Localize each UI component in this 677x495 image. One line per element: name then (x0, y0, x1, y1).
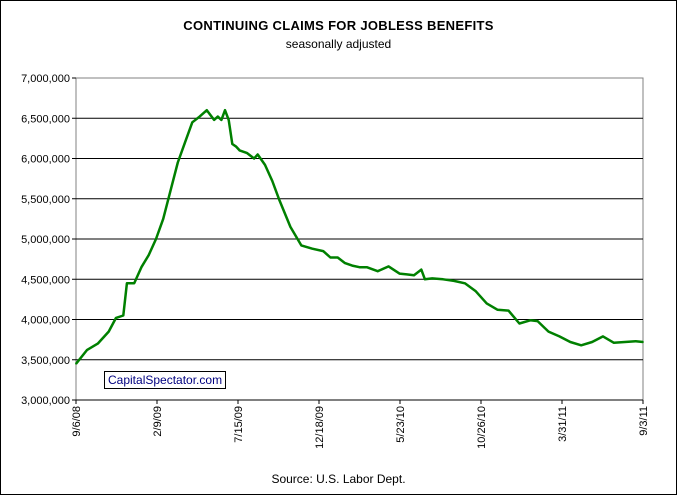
chart-subtitle: seasonally adjusted (285, 37, 392, 51)
y-tick-label: 7,000,000 (21, 73, 70, 85)
data-point (238, 149, 241, 152)
data-point (235, 145, 237, 148)
y-tick-label: 6,500,000 (21, 113, 70, 125)
data-point (496, 308, 499, 311)
data-point (547, 330, 550, 333)
data-point (75, 362, 77, 365)
data-point (351, 264, 354, 267)
data-point (376, 270, 379, 273)
data-point (413, 274, 415, 277)
data-point (365, 266, 368, 269)
data-point (256, 153, 259, 156)
y-tick-label: 4,000,000 (21, 315, 70, 327)
data-point (634, 340, 637, 343)
data-point (231, 143, 234, 145)
data-point (205, 109, 208, 112)
data-point (162, 217, 165, 220)
x-tick-label: 12/18/09 (314, 406, 326, 449)
data-point (224, 109, 226, 112)
x-tick-label: 3/31/11 (557, 406, 569, 442)
y-axis: 3,000,000 3,500,000 4,000,000 4,500,000 5,00… (21, 73, 76, 407)
y-tick-label: 6,000,000 (21, 154, 70, 166)
grid-lines (76, 117, 643, 361)
data-point (140, 266, 143, 269)
x-tick-label: 10/26/10 (476, 406, 488, 449)
data-point (464, 282, 466, 285)
data-point (580, 344, 583, 347)
y-tick-label: 4,500,000 (21, 274, 70, 286)
data-point (213, 118, 216, 121)
data-point (431, 277, 434, 280)
data-point (176, 161, 179, 164)
data-point (529, 319, 532, 322)
data-point (336, 256, 339, 259)
x-tick-label: 9/6/08 (71, 406, 83, 437)
data-point (147, 254, 150, 256)
data-point (485, 302, 488, 305)
data-point (642, 341, 644, 343)
data-point (387, 265, 390, 268)
data-point (420, 268, 423, 271)
data-point (107, 330, 110, 333)
data-point (518, 322, 521, 325)
data-point (198, 115, 201, 118)
data-point (405, 273, 408, 276)
data-point (453, 279, 455, 282)
data-point (96, 342, 99, 345)
data-point (271, 180, 274, 182)
data-point (220, 118, 223, 121)
y-tick-label: 5,000,000 (21, 234, 70, 246)
data-point (278, 199, 281, 202)
data-point (344, 262, 346, 265)
data-point (507, 309, 510, 312)
x-tick-label: 5/23/10 (395, 406, 407, 443)
x-tick-label: 2/9/09 (152, 406, 164, 437)
data-point (623, 341, 626, 343)
data-point (227, 118, 230, 121)
data-point (191, 121, 194, 124)
data-point (424, 278, 426, 281)
data-point (133, 282, 136, 285)
data-point (253, 157, 255, 160)
data-point (398, 272, 401, 275)
y-tick-label: 5,500,000 (21, 194, 70, 206)
x-axis: 9/6/08 2/9/09 7/15/09 12/18/09 5/23/10 10/26/… (71, 399, 650, 449)
series-line (75, 108, 644, 365)
data-point (558, 335, 561, 338)
data-point (613, 341, 615, 344)
series-layer (75, 108, 644, 365)
x-tick-label: 9/3/11 (638, 406, 650, 436)
data-point (155, 238, 157, 240)
data-point (322, 250, 325, 252)
data-point (442, 278, 444, 281)
data-point (602, 335, 604, 338)
watermark-label: CapitalSpectator.com (104, 371, 227, 389)
y-tick-label: 3,500,000 (21, 355, 70, 367)
data-point (115, 316, 117, 319)
data-point (591, 341, 594, 343)
data-point (474, 290, 477, 293)
data-point (122, 314, 125, 317)
data-point (184, 141, 186, 144)
data-point (329, 256, 332, 259)
data-point (358, 266, 361, 269)
data-point (264, 164, 266, 166)
data-point (169, 189, 172, 192)
data-point (245, 151, 248, 154)
chart-title: CONTINUING CLAIMS FOR JOBLESS BENEFITS (183, 18, 494, 33)
data-point (86, 349, 88, 351)
data-point (311, 247, 314, 250)
data-point (216, 115, 219, 118)
data-point (536, 320, 539, 323)
data-point (289, 226, 292, 228)
y-tick-label: 3,000,000 (21, 395, 70, 407)
x-tick-label: 7/15/09 (233, 406, 245, 443)
data-point (569, 341, 572, 343)
source-note: Source: U.S. Labor Dept. (271, 472, 406, 486)
data-point (300, 244, 303, 247)
data-point (125, 282, 128, 285)
